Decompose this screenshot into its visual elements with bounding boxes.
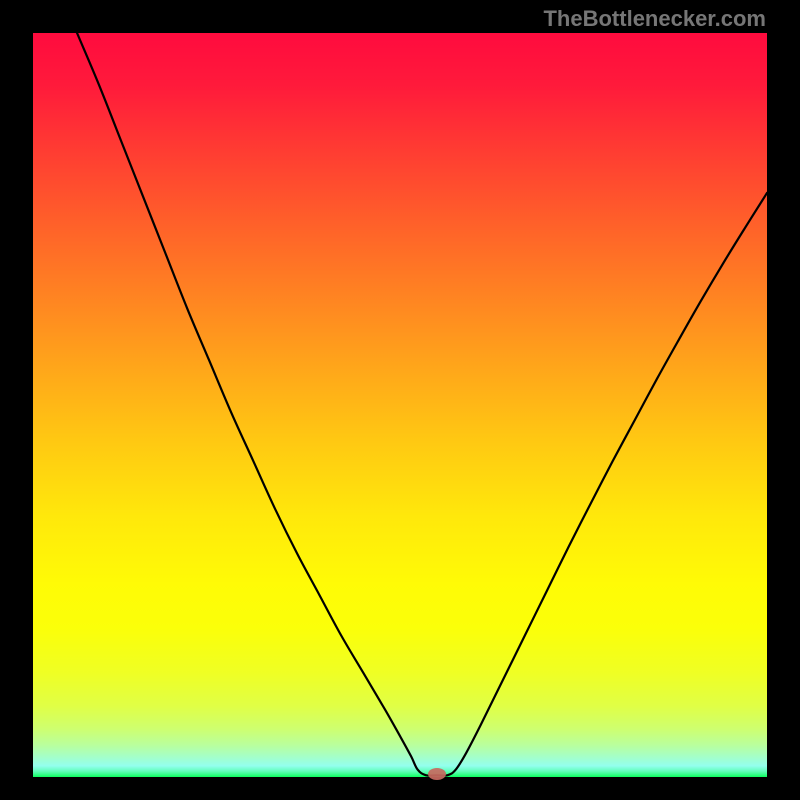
watermark-text: TheBottlenecker.com (543, 6, 766, 32)
gradient-background (33, 33, 767, 777)
optimal-point-marker (426, 766, 448, 782)
bottleneck-chart (33, 33, 767, 777)
